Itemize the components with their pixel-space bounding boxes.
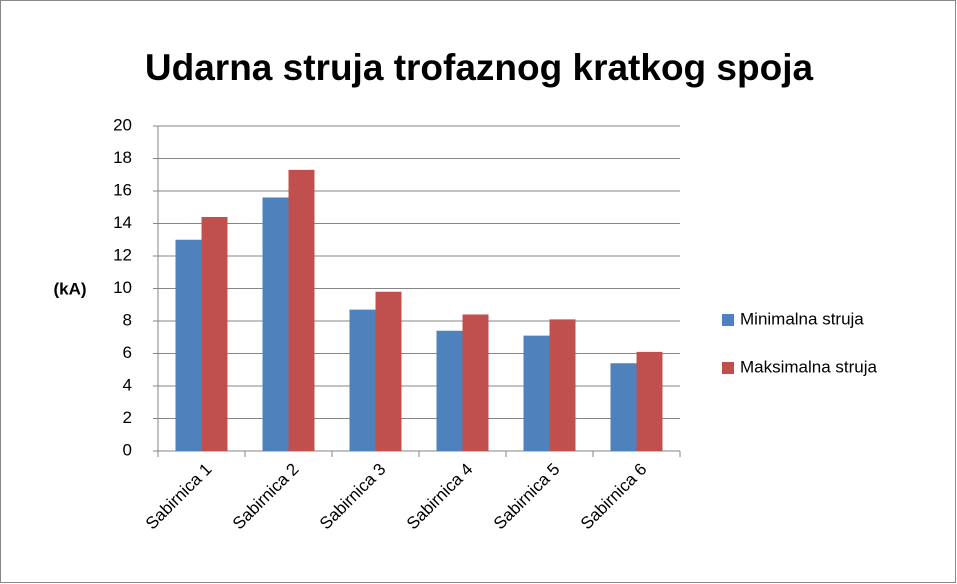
y-tick-label: 14 bbox=[113, 213, 132, 232]
bar bbox=[375, 291, 402, 451]
y-tick-label: 6 bbox=[123, 343, 132, 362]
legend-swatch bbox=[722, 314, 734, 326]
y-tick-label: 8 bbox=[123, 310, 132, 329]
chart-title: Udarna struja trofaznog kratkog spoja bbox=[145, 47, 814, 88]
y-tick-label: 12 bbox=[113, 245, 132, 264]
y-tick-label: 20 bbox=[113, 115, 132, 134]
legend-label: Minimalna struja bbox=[740, 309, 864, 328]
y-tick-label: 16 bbox=[113, 180, 132, 199]
bar bbox=[610, 363, 637, 451]
legend-label: Maksimalna struja bbox=[740, 357, 878, 376]
y-tick-label: 10 bbox=[113, 278, 132, 297]
bar bbox=[549, 319, 576, 451]
bar bbox=[175, 239, 202, 451]
bar bbox=[436, 330, 463, 451]
bar bbox=[201, 217, 228, 451]
legend-swatch bbox=[722, 362, 734, 374]
y-tick-label: 0 bbox=[123, 440, 132, 459]
bar bbox=[262, 197, 289, 451]
bar bbox=[349, 309, 376, 451]
y-axis-label: (kA) bbox=[53, 279, 86, 298]
y-tick-label: 2 bbox=[123, 408, 132, 427]
y-tick-label: 4 bbox=[123, 375, 132, 394]
y-tick-label: 18 bbox=[113, 148, 132, 167]
bar bbox=[462, 314, 489, 451]
bar bbox=[636, 351, 663, 451]
bar bbox=[523, 335, 550, 451]
bar bbox=[288, 169, 315, 451]
